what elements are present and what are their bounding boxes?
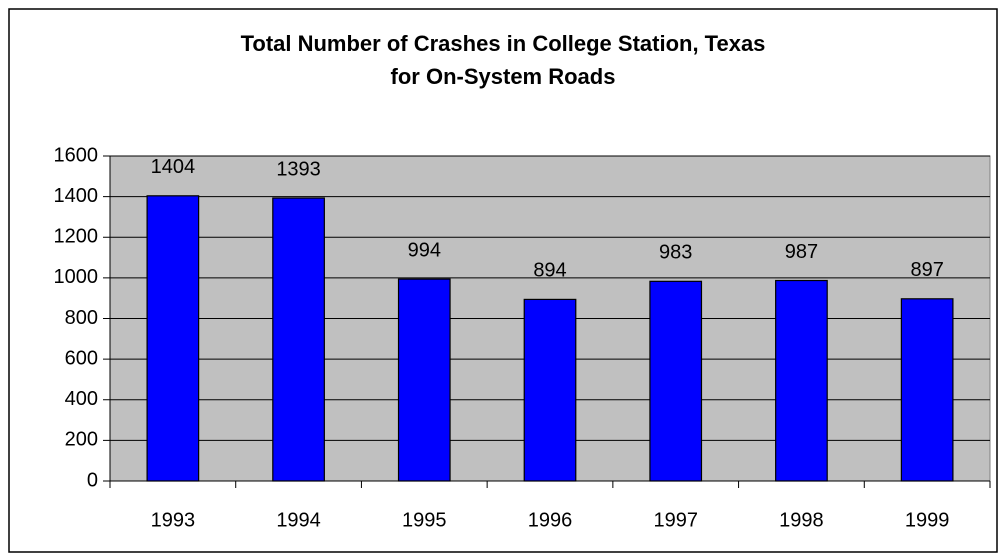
- data-label: 987: [785, 241, 818, 263]
- x-tick-label: 1994: [276, 509, 321, 531]
- y-tick-label: 1200: [54, 226, 99, 248]
- bar: [900, 298, 954, 482]
- bar: [775, 279, 828, 482]
- x-tick-label: 1995: [402, 509, 447, 531]
- bar: [397, 278, 451, 482]
- y-tick-label: 0: [87, 469, 98, 491]
- x-tick-label: 1996: [528, 509, 573, 531]
- data-label: 983: [659, 242, 692, 264]
- x-tick-label: 1993: [151, 509, 196, 531]
- bar: [272, 197, 325, 482]
- data-label: 1404: [151, 156, 196, 178]
- data-label: 894: [533, 260, 566, 282]
- y-tick-label: 1000: [54, 266, 99, 288]
- bar: [649, 280, 703, 482]
- y-tick-label: 1400: [54, 185, 99, 207]
- x-tick-label: 1999: [905, 509, 950, 531]
- y-tick-label: 600: [65, 347, 98, 369]
- y-tick-label: 1600: [54, 144, 99, 166]
- x-tick-label: 1998: [779, 509, 824, 531]
- data-label: 994: [408, 239, 441, 261]
- y-tick-label: 400: [65, 388, 98, 410]
- bar: [146, 195, 200, 482]
- x-tick-label: 1997: [653, 509, 698, 531]
- bar: [523, 298, 577, 482]
- chart-title: Total Number of Crashes in College Stati…: [241, 31, 766, 56]
- data-label: 897: [910, 259, 943, 281]
- y-tick-label: 200: [65, 429, 98, 451]
- chart-title: for On-System Roads: [391, 64, 616, 89]
- data-label: 1393: [276, 158, 321, 180]
- y-tick-label: 800: [65, 307, 98, 329]
